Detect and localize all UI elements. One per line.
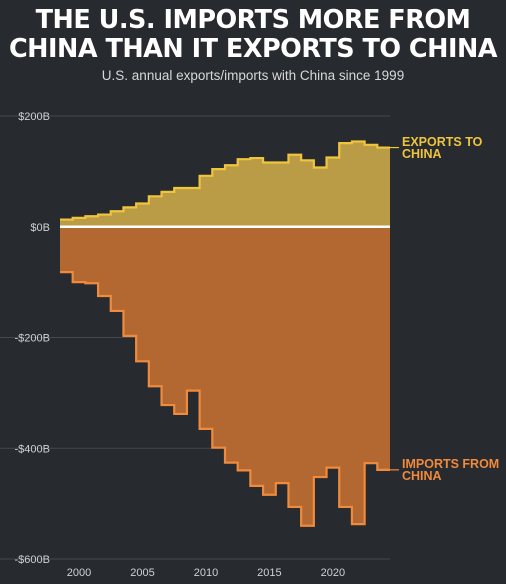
bar-series-0-2011 (212, 169, 225, 227)
x-tick-label-2: 2010 (194, 567, 218, 579)
axes: $200B $0B -$200B -$400B -$600B 2000 2005 2010 20… (15, 111, 390, 579)
bar-series-0-2022 (352, 141, 365, 226)
bar-series-1-2002 (98, 227, 111, 296)
line-series-1 (60, 271, 390, 527)
bar-series-0-2017 (288, 155, 301, 227)
series-label-1-line-0: IMPORTS FROM (402, 457, 499, 471)
bar-series-1-2017 (288, 227, 301, 507)
bar-series-1-2003 (111, 227, 124, 311)
x-tick-label-0: 2000 (67, 567, 91, 579)
bar-series-0-2020 (327, 158, 340, 227)
bar-series-1-2015 (263, 227, 276, 495)
bar-series-1-2009 (187, 227, 200, 391)
bar-series-1-2006 (149, 227, 162, 386)
chart-title-line-1: THE U.S. IMPORTS MORE FROM (35, 5, 471, 35)
series-label-1-line-1: CHINA (402, 469, 442, 483)
x-tick-label-1: 2005 (130, 567, 154, 579)
bar-series-0-2014 (250, 158, 263, 227)
y-tick-label-2: -$200B (15, 333, 50, 345)
series-areas (60, 141, 390, 526)
bar-series-1-2022 (352, 227, 365, 524)
bar-series-0-2019 (314, 167, 327, 226)
area-series-0 (60, 141, 390, 227)
bar-series-0-2012 (225, 165, 238, 226)
chart-subtitle: U.S. annual exports/imports with China s… (101, 68, 405, 83)
bar-series-1-2018 (301, 227, 314, 526)
series-label-0-line-1: CHINA (402, 147, 442, 161)
y-tick-label-1: $0B (30, 222, 50, 234)
series-lines (60, 140, 390, 527)
y-tick-label-4: -$600B (15, 554, 50, 566)
bar-series-0-2018 (301, 160, 314, 226)
x-tick-label-3: 2015 (257, 567, 281, 579)
bar-series-0-2023 (365, 145, 378, 227)
bar-series-1-2004 (123, 227, 136, 336)
bar-series-0-2010 (200, 176, 213, 227)
bar-series-1-2014 (250, 227, 263, 486)
bar-series-1-2005 (136, 227, 149, 362)
bar-series-0-2005 (136, 203, 149, 226)
area-series-1 (60, 226, 390, 526)
bar-series-1-2010 (200, 227, 213, 429)
bar-series-1-2013 (238, 227, 251, 471)
chart-title: THE U.S. IMPORTS MORE FROM CHINA THAN IT… (0, 6, 506, 64)
bar-series-1-2012 (225, 227, 238, 463)
y-tick-label-3: -$400B (15, 443, 50, 455)
bar-series-0-2001 (85, 216, 98, 227)
bar-series-1-2016 (276, 227, 289, 483)
series-label-0-line-0: EXPORTS TO (402, 135, 483, 149)
bar-series-1-2007 (162, 227, 175, 405)
bar-series-0-2024 (377, 148, 390, 227)
bar-series-1-2000 (73, 227, 86, 282)
bar-series-0-2000 (73, 218, 86, 227)
bar-series-0-2002 (98, 215, 111, 227)
bar-series-0-2008 (174, 188, 187, 227)
bar-series-1-2008 (174, 227, 187, 414)
bar-series-0-2009 (187, 188, 200, 227)
bar-series-0-2021 (339, 143, 352, 227)
bar-series-0-2006 (149, 196, 162, 226)
bar-series-0-2007 (162, 192, 175, 227)
bar-series-0-2003 (111, 211, 124, 227)
bar-series-1-1999 (60, 227, 73, 272)
bar-series-1-2024 (377, 227, 390, 470)
bar-series-1-2019 (314, 227, 327, 477)
bar-series-1-2023 (365, 227, 378, 463)
bar-series-0-2015 (263, 163, 276, 227)
bar-series-1-2021 (339, 227, 352, 507)
bar-series-0-2004 (123, 207, 136, 226)
bar-series-1-2001 (85, 227, 98, 283)
y-tick-label-0: $200B (18, 111, 50, 123)
bar-series-1-2011 (212, 227, 225, 448)
bar-series-0-2013 (238, 159, 251, 227)
x-tick-label-4: 2020 (321, 567, 345, 579)
line-series-0 (60, 140, 390, 221)
chart-title-line-2: CHINA THAN IT EXPORTS TO CHINA (8, 34, 498, 64)
bar-series-1-2020 (327, 227, 340, 468)
bar-series-0-2016 (276, 163, 289, 227)
